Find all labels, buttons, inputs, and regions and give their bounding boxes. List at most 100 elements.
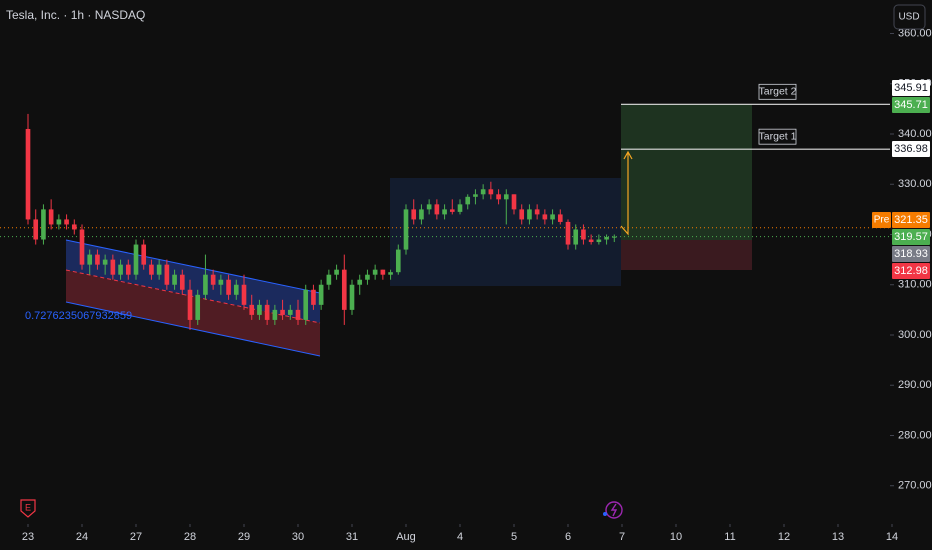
candle-body (172, 274, 177, 285)
candle-body (110, 259, 116, 275)
candle-body (195, 294, 201, 320)
x-tick-label: 7 (619, 531, 625, 543)
candle-body (527, 209, 532, 220)
x-tick-label: 13 (832, 531, 844, 543)
price-label-box (892, 246, 930, 262)
candle-body (411, 209, 417, 220)
candle-body (233, 284, 239, 295)
x-tick-label: 28 (184, 531, 196, 543)
profit-zone (621, 104, 752, 240)
target-arrow (620, 150, 633, 236)
pre-label: Pre (874, 215, 890, 226)
candle-body (102, 259, 108, 265)
x-tick-label: 12 (778, 531, 790, 543)
candle-body (280, 309, 285, 315)
price-label: 318.93 (894, 248, 928, 260)
candle-body (465, 196, 471, 205)
candle-body (303, 289, 309, 320)
candle-body (133, 244, 139, 275)
pre-label-box (872, 212, 891, 228)
currency-button[interactable]: USD (893, 4, 926, 30)
candle-body (434, 204, 440, 215)
price-label-box (892, 141, 930, 157)
y-tick-label: 290.00 (898, 379, 932, 391)
y-tick-label: 310.00 (898, 279, 932, 291)
x-tick-label: 10 (670, 531, 682, 543)
y-tick-label: 360.00 (898, 27, 932, 39)
dividend-icon[interactable] (603, 501, 623, 519)
earnings-icon[interactable]: E (20, 499, 36, 518)
candle-body (272, 309, 278, 320)
candle-body (179, 274, 185, 290)
x-tick-label: 5 (511, 531, 517, 543)
candle-body (295, 309, 301, 320)
candle-body (534, 209, 540, 215)
price-label: 345.91 (894, 82, 928, 94)
x-tick-label: 14 (886, 531, 898, 543)
candle-body (426, 204, 432, 210)
candle-body (326, 274, 332, 285)
target-label: Target 2 (759, 86, 797, 98)
candle-body (156, 264, 162, 275)
candle-body (149, 264, 154, 275)
candle-body (249, 304, 255, 315)
price-label-box (892, 263, 930, 279)
y-tick-label: 330.00 (898, 178, 932, 190)
candle-body (550, 214, 555, 220)
price-label-box (892, 97, 930, 113)
range-box (390, 178, 621, 286)
candle-body (241, 284, 247, 305)
candle-body (581, 229, 586, 240)
price-label: 319.57 (894, 231, 928, 243)
channel-top (65, 239, 321, 294)
channel-mid (65, 269, 321, 324)
candle-body (226, 279, 231, 295)
candle-body (341, 269, 347, 310)
price-label-box (892, 212, 930, 228)
candle-body (287, 309, 293, 315)
candle-body (71, 224, 77, 230)
candle-body (164, 264, 170, 285)
candle-body (95, 254, 100, 265)
svg-text:E: E (25, 502, 31, 512)
currency-label: USD (898, 12, 919, 23)
candle-body (457, 204, 463, 212)
channel-bottom (65, 301, 321, 357)
chart-title: Tesla, Inc. · 1h · NASDAQ (6, 8, 145, 22)
candle-body (125, 264, 131, 275)
candle-body (41, 209, 46, 240)
x-tick-label: 30 (292, 531, 304, 543)
price-label: 321.35 (894, 214, 928, 226)
candle-body (380, 269, 386, 275)
candle-body (442, 209, 447, 215)
x-tick-label: 11 (724, 531, 735, 543)
target-label: Target 1 (759, 130, 797, 142)
candle-body (588, 239, 594, 243)
candle-body (264, 304, 270, 320)
candle-body (357, 279, 363, 285)
x-tick-label: 29 (238, 531, 250, 543)
candle-body (318, 284, 324, 305)
price-label: 336.98 (894, 143, 928, 155)
x-tick-label: 6 (565, 531, 571, 543)
y-tick-label: 280.00 (898, 429, 932, 441)
candle-body (511, 194, 517, 210)
candle-body (372, 269, 378, 275)
candle-body (79, 229, 85, 265)
candle-body (118, 264, 123, 275)
candle-body (473, 194, 478, 197)
x-tick-label: 27 (130, 531, 142, 543)
candle-body (365, 274, 370, 280)
candle-body (449, 209, 455, 212)
y-tick-label: 270.00 (898, 480, 932, 492)
price-label-box (892, 80, 930, 96)
candle-body (349, 284, 355, 310)
candle-body (611, 236, 617, 238)
candle-body (210, 274, 216, 285)
channel-lower (66, 270, 320, 356)
candle-body (64, 219, 69, 225)
candle-body (395, 249, 401, 273)
candle-body (480, 189, 486, 195)
